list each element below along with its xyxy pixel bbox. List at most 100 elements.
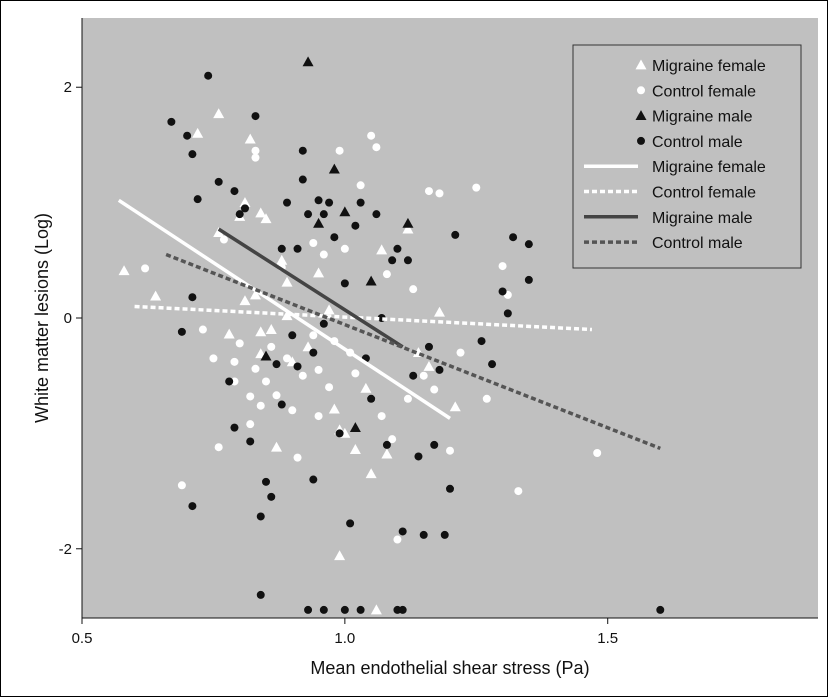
data-point <box>446 484 454 493</box>
data-point <box>365 275 377 286</box>
data-point <box>177 481 186 490</box>
data-point <box>267 492 276 501</box>
data-point <box>524 275 533 284</box>
data-point <box>230 357 239 366</box>
data-point <box>304 605 313 614</box>
data-point <box>393 244 402 253</box>
data-point <box>409 371 418 380</box>
data-point <box>293 453 302 462</box>
data-point <box>313 267 325 278</box>
data-point <box>281 276 293 287</box>
data-point <box>262 477 270 486</box>
data-point <box>298 371 307 380</box>
data-point <box>340 244 349 253</box>
data-point <box>314 365 323 374</box>
data-point <box>388 435 397 444</box>
data-point <box>118 265 130 276</box>
data-point <box>213 227 225 238</box>
data-point <box>288 406 297 415</box>
data-point <box>356 605 365 614</box>
data-point <box>225 377 234 386</box>
data-point <box>277 400 286 409</box>
data-point <box>283 354 292 363</box>
data-point <box>304 210 313 219</box>
legend-entry: Control male <box>652 134 743 151</box>
x-tick-label: 1.0 <box>334 630 355 647</box>
data-point <box>255 326 267 337</box>
data-point <box>356 181 365 190</box>
regression-line <box>165 252 661 451</box>
data-point <box>349 444 361 454</box>
legend-entry: Control female <box>652 185 756 202</box>
regression-line <box>217 227 404 349</box>
data-point <box>240 204 249 213</box>
data-point <box>325 383 334 392</box>
data-point <box>414 452 423 461</box>
data-point <box>498 287 507 296</box>
data-point <box>593 449 602 457</box>
data-point <box>446 446 454 455</box>
data-point <box>328 163 340 174</box>
data-point <box>223 328 235 339</box>
data-point <box>488 360 497 369</box>
data-point <box>251 153 260 162</box>
data-point <box>498 262 507 271</box>
data-point <box>360 382 372 393</box>
data-point <box>402 223 414 234</box>
data-point <box>423 360 435 371</box>
data-point <box>433 306 445 317</box>
data-point <box>503 309 512 318</box>
data-point <box>456 348 465 357</box>
data-point <box>356 198 365 207</box>
data-point <box>239 295 251 306</box>
legend-entry: Migraine female <box>652 159 766 176</box>
regression-line <box>134 304 593 332</box>
data-point <box>309 331 318 340</box>
data-point <box>424 342 433 351</box>
data-point <box>449 401 461 412</box>
data-point <box>313 217 325 228</box>
data-point <box>219 235 228 244</box>
data-point <box>334 550 346 561</box>
data-point <box>214 443 223 452</box>
legend-entry: Migraine male <box>652 109 753 126</box>
data-point <box>382 270 391 279</box>
legend-marker <box>637 86 645 95</box>
data-point <box>430 385 439 394</box>
data-point <box>230 187 239 196</box>
data-point <box>183 131 192 140</box>
legend-marker <box>635 110 647 120</box>
data-point <box>276 254 288 265</box>
data-point <box>398 605 407 614</box>
data-point <box>377 412 386 421</box>
data-point <box>419 530 428 539</box>
x-axis-label: Mean endothelial shear stress (Pa) <box>310 658 589 678</box>
data-point <box>349 422 361 433</box>
data-point <box>509 233 518 242</box>
data-point <box>472 183 481 192</box>
y-tick-label: -2 <box>59 541 72 558</box>
data-point <box>365 468 377 479</box>
data-point <box>477 337 486 346</box>
data-point <box>402 217 414 228</box>
data-point <box>188 293 197 302</box>
data-point <box>430 440 439 449</box>
legend-marker <box>637 136 645 145</box>
data-point <box>239 197 251 208</box>
data-point <box>419 371 428 380</box>
data-point <box>340 605 349 614</box>
data-point <box>235 339 244 348</box>
data-point <box>302 56 314 67</box>
data-point <box>214 177 223 186</box>
data-point <box>213 108 225 119</box>
data-point <box>309 348 318 357</box>
data-point <box>335 146 344 155</box>
x-ticks: 0.5 1.0 1.5 <box>72 618 618 647</box>
x-tick-label: 1.5 <box>597 630 618 647</box>
data-point <box>204 71 213 80</box>
data-point <box>524 240 533 249</box>
data-point <box>340 279 349 288</box>
data-point <box>482 394 491 403</box>
x-tick-label: 0.5 <box>72 630 93 647</box>
data-point <box>249 289 261 300</box>
